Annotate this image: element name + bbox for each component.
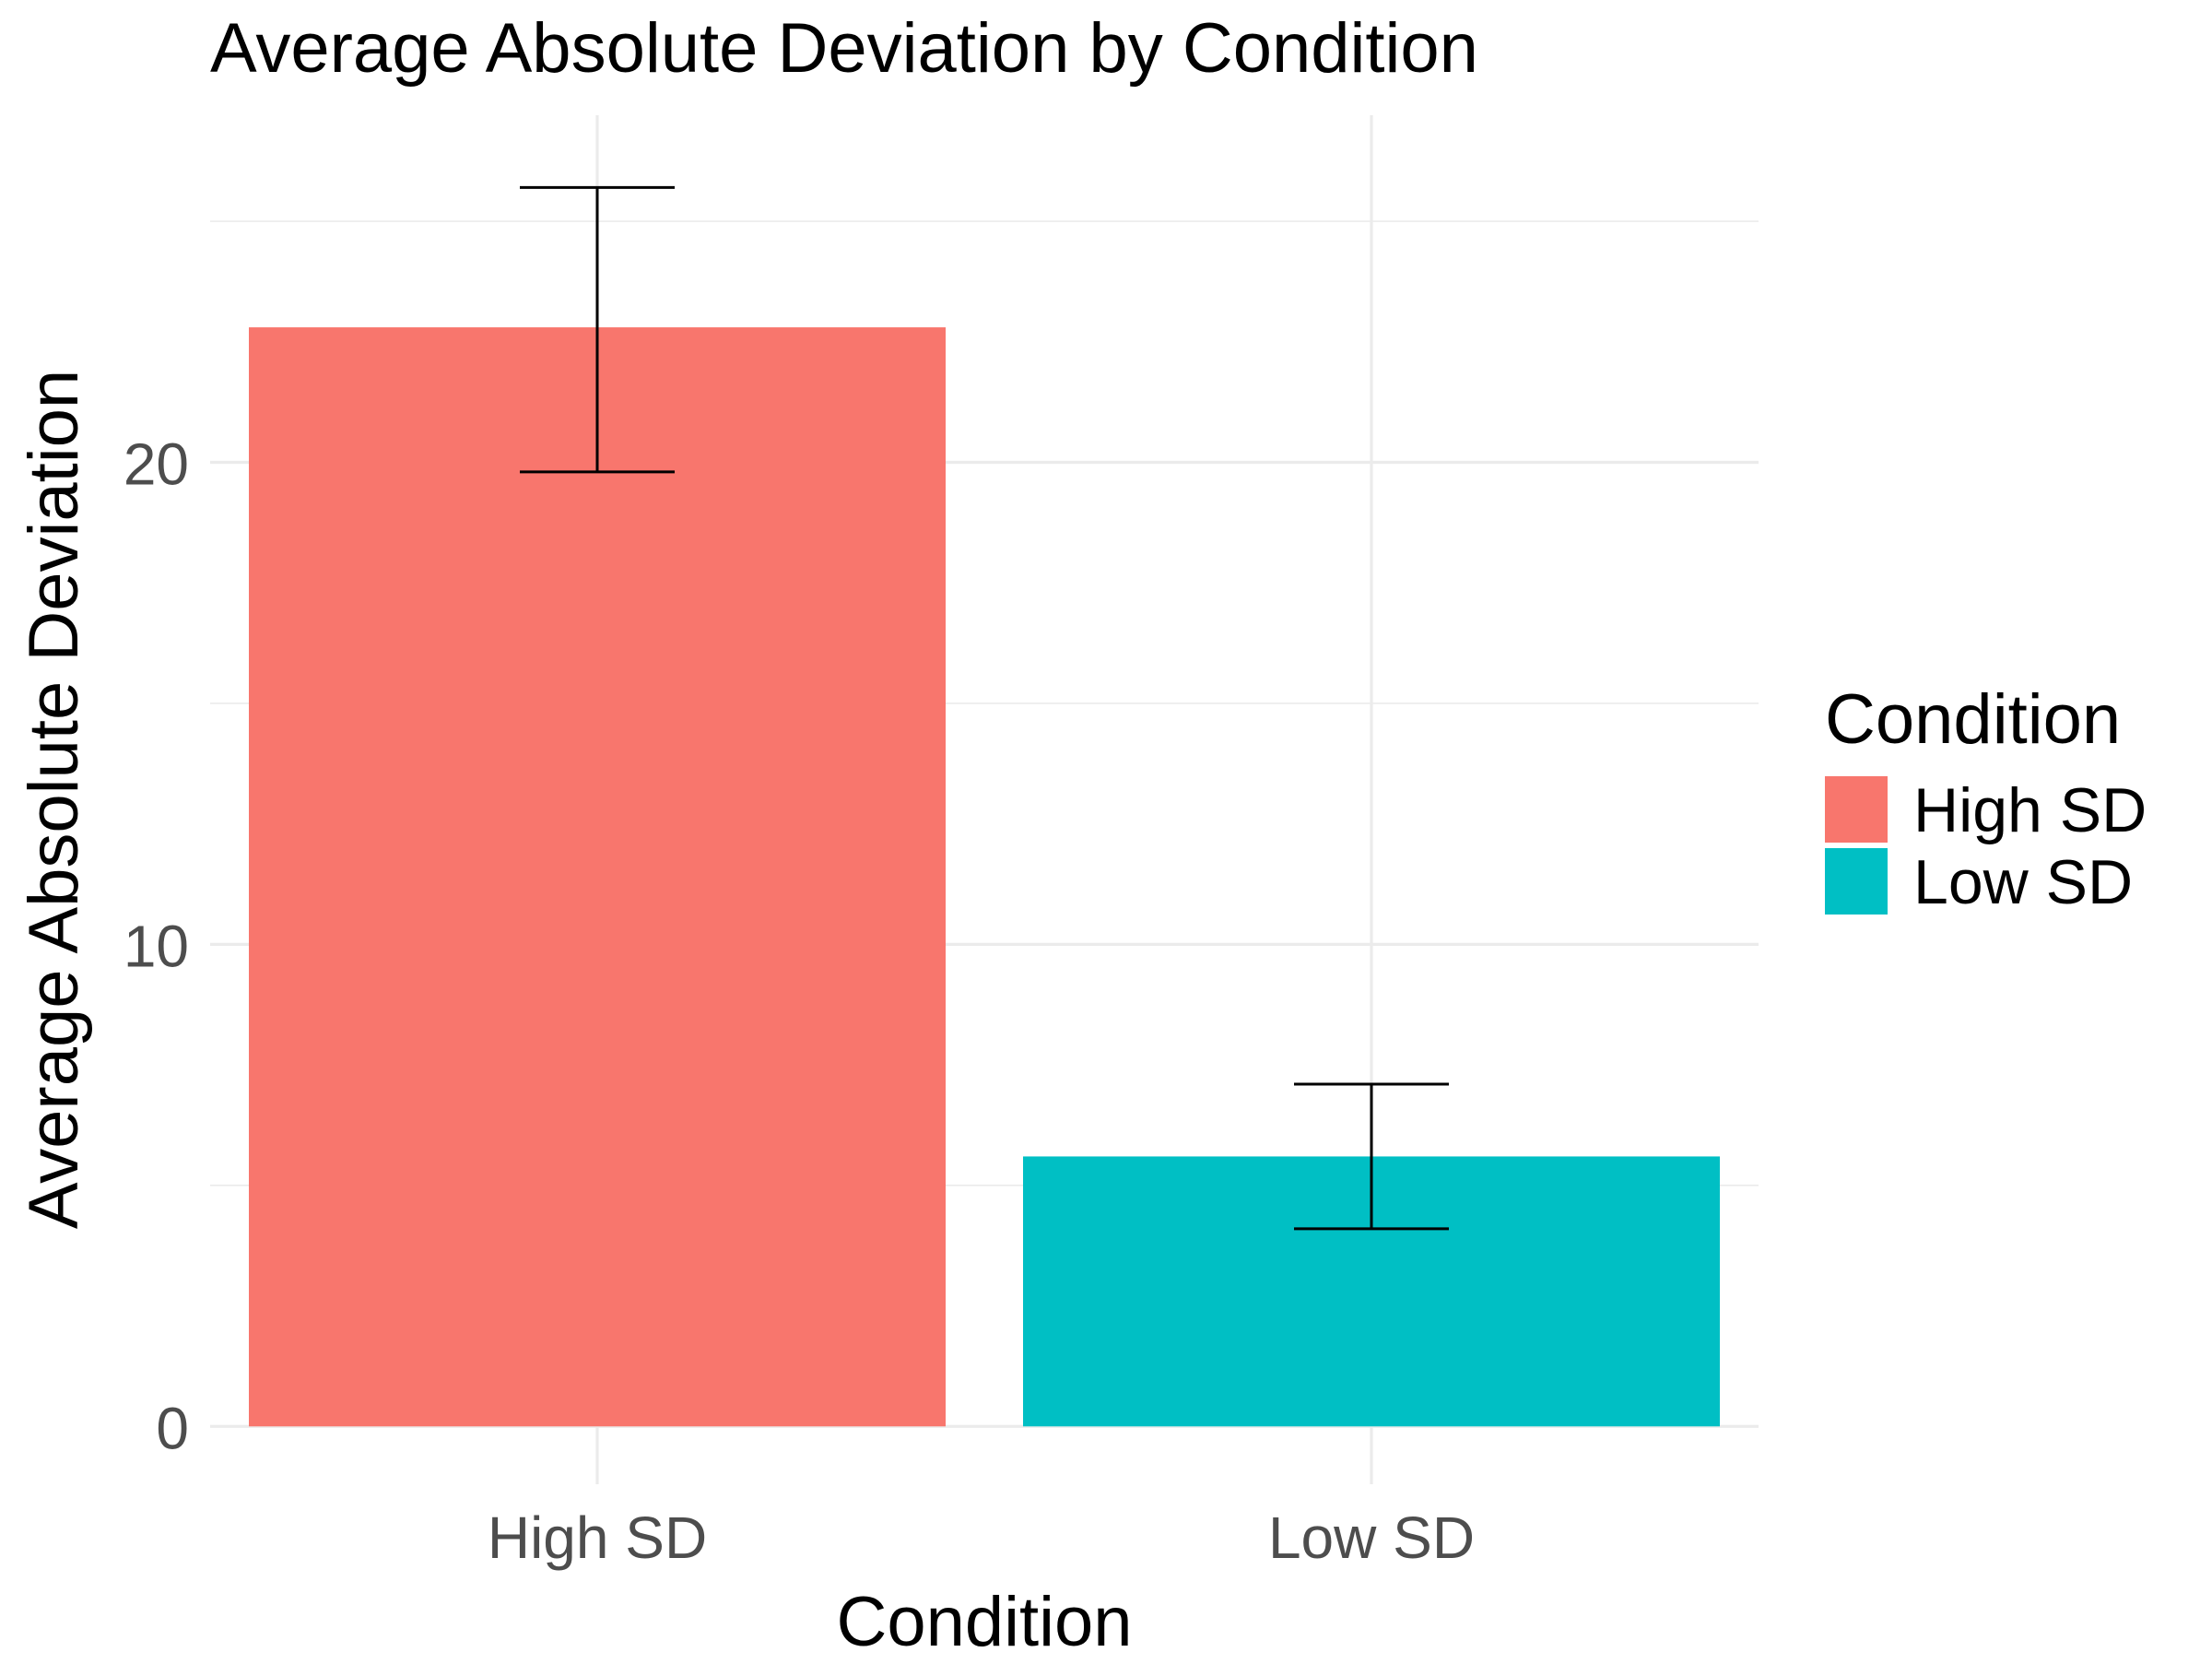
y-tick-label: 20 [124,431,189,497]
x-tick-label: Low SD [1268,1505,1475,1571]
error-bars-layer [520,185,1449,1231]
bar-high-sd [249,327,946,1427]
chart-title: Average Absolute Deviation by Condition [210,9,1478,88]
legend-label: High SD [1913,775,2147,845]
x-axis-label: Condition [836,1583,1132,1659]
legend-label: Low SD [1913,847,2133,917]
y-tick-label: 10 [124,913,189,979]
y-tick-label: 0 [156,1395,189,1461]
x-tick-labels: High SD Low SD [488,1505,1475,1571]
legend-title: Condition [1825,680,2121,759]
legend-swatch [1825,776,1888,843]
y-tick-labels: 0 10 20 [124,431,189,1461]
x-tick-label: High SD [488,1505,707,1571]
y-axis-label: Average Absolute Deviation [15,370,93,1229]
bars-layer [249,327,1720,1427]
legend-swatch [1825,848,1888,915]
